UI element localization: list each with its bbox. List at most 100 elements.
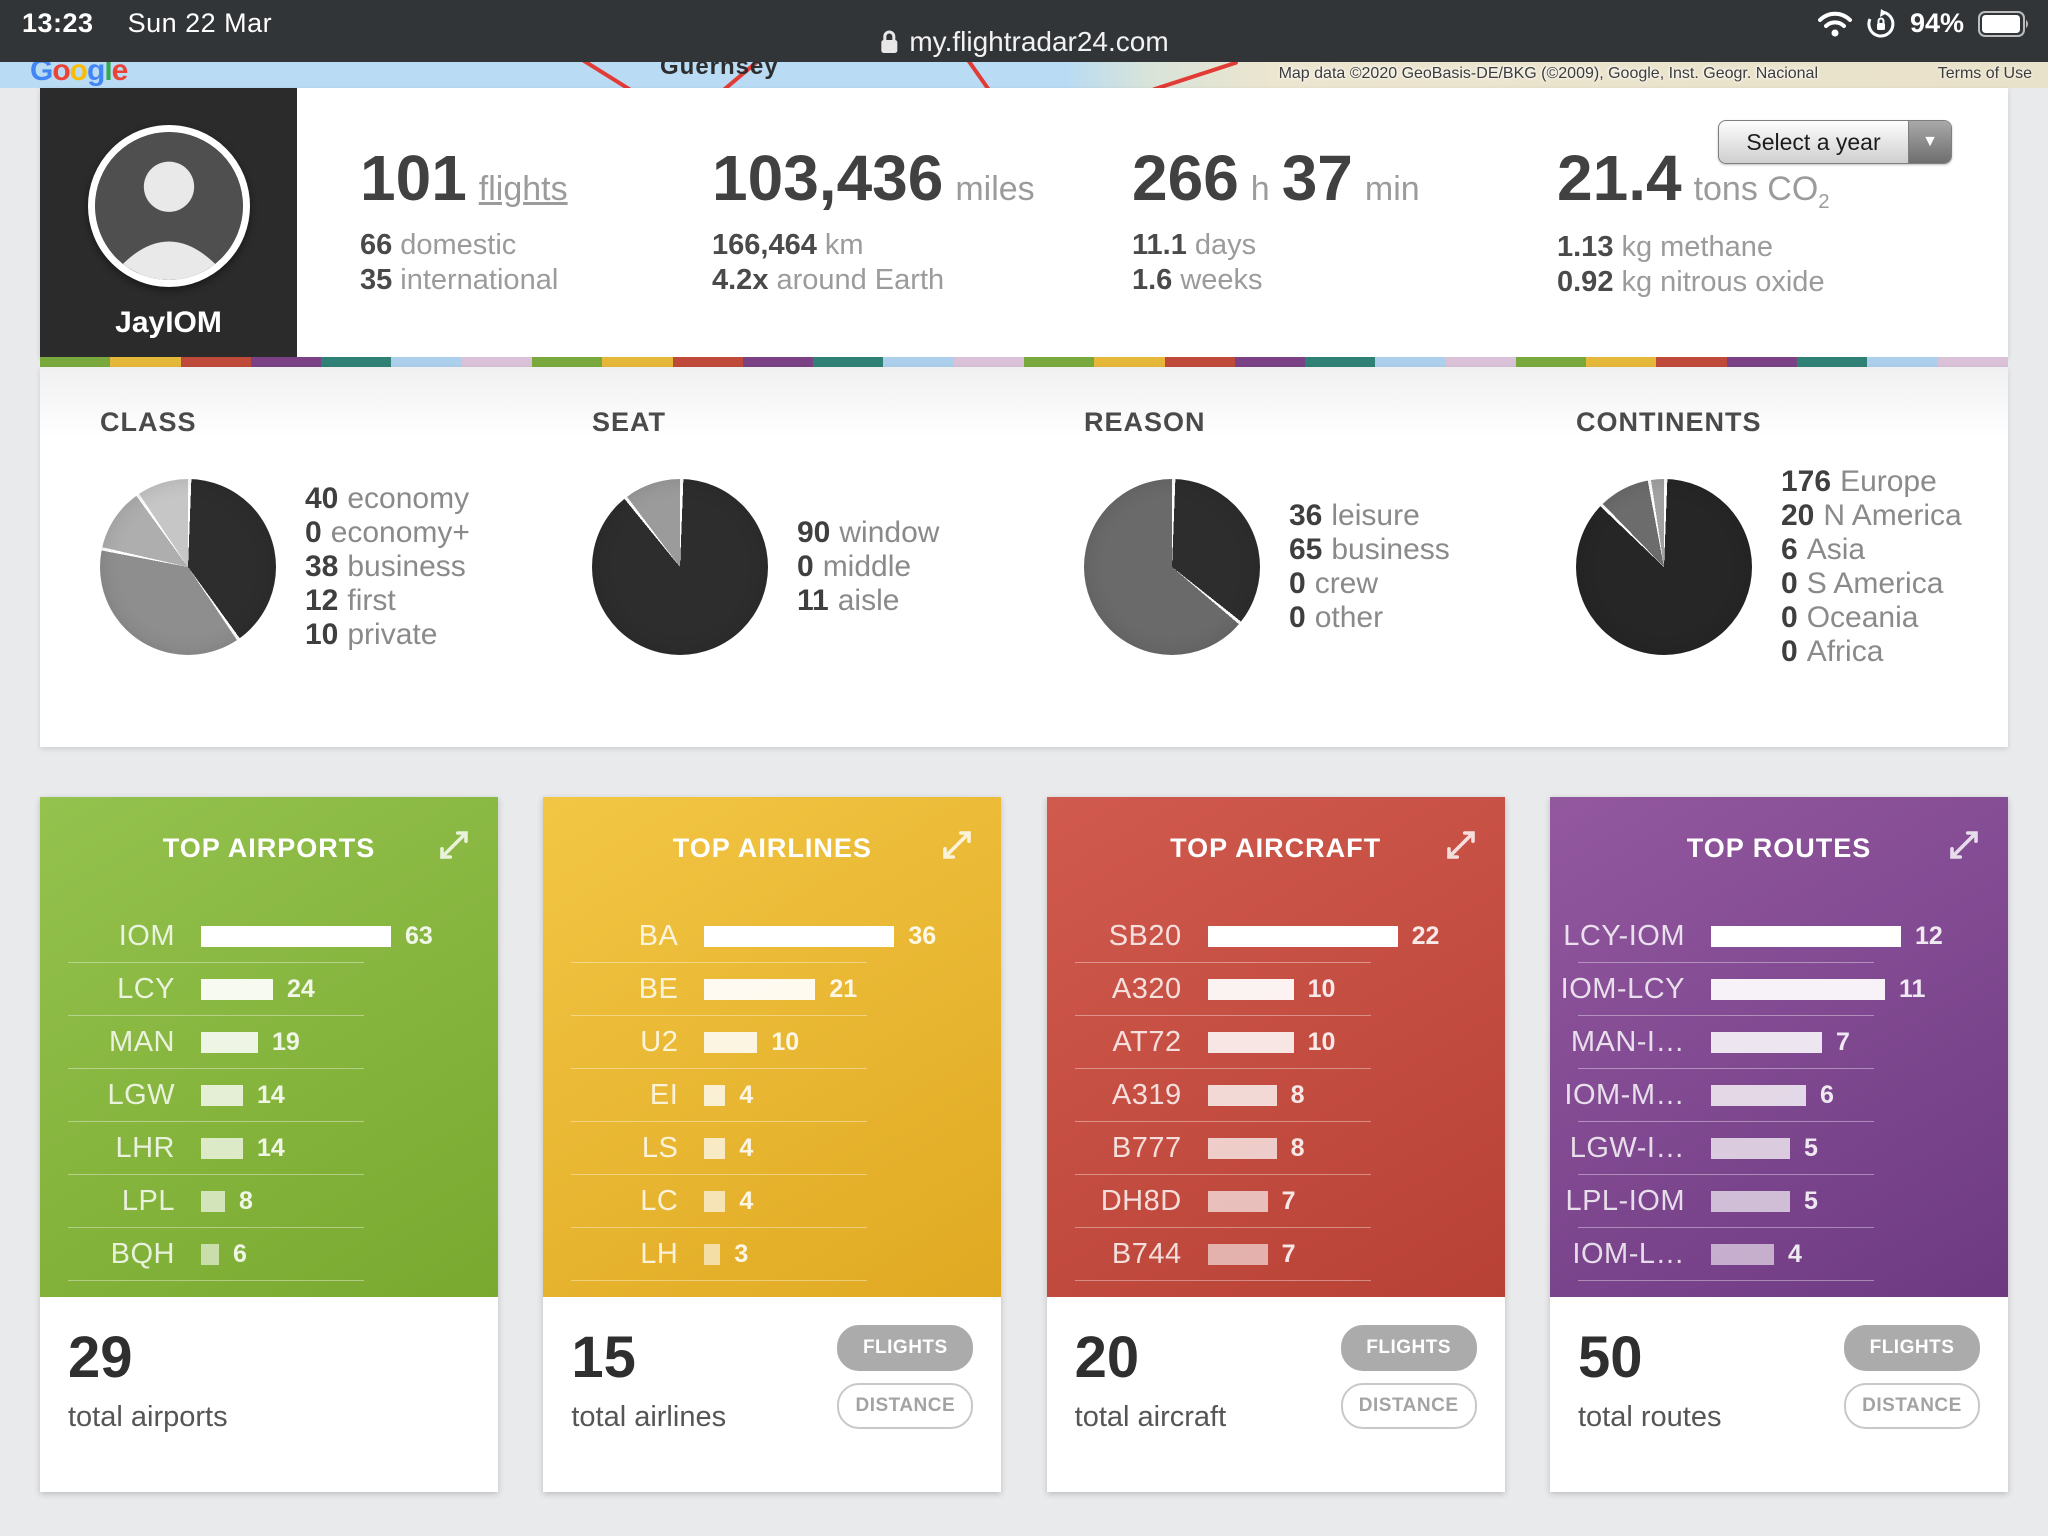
expand-icon[interactable] <box>1946 827 1982 863</box>
pie-chart <box>1576 479 1752 655</box>
stripe-segment <box>1094 357 1165 367</box>
distance-button[interactable]: DISTANCE <box>1340 1383 1477 1429</box>
pie-section-continents: CONTINENTS 176 Europe 20 N America 6 Asia 0 S Am… <box>1516 367 2008 747</box>
row-divider <box>68 1068 364 1069</box>
bar-row: MAN-I… 7 <box>1550 1016 2008 1069</box>
bar-label: LCY <box>117 973 175 1005</box>
bar <box>704 1085 726 1106</box>
bar-row: SB20 22 <box>1047 910 1505 963</box>
flight-route-line <box>548 62 662 88</box>
status-left: 13:23 Sun 22 Mar <box>22 8 272 39</box>
expand-icon[interactable] <box>1443 827 1479 863</box>
bar-row: BA 36 <box>543 910 1001 963</box>
bar-label: B777 <box>1111 1132 1182 1164</box>
stripe-segment <box>1867 357 1938 367</box>
stripe-segment <box>1656 357 1727 367</box>
pie-legend-item: 38 business <box>305 550 466 583</box>
bar-label: IOM <box>118 920 175 952</box>
stat-sublines: 11.1 days 1.6 weeks <box>1132 229 1263 296</box>
row-divider <box>1074 1068 1371 1069</box>
bar-value: 7 <box>1281 1187 1296 1215</box>
url-bar[interactable]: my.flightradar24.com <box>879 26 1169 58</box>
flights-link[interactable]: flights <box>478 170 568 208</box>
distance-button[interactable]: DISTANCE <box>837 1383 974 1429</box>
pie-legend: 40 economy 0 economy+ 38 business 12 first 10 pri… <box>305 482 470 652</box>
row-divider <box>1577 1015 1874 1016</box>
bar <box>201 1191 225 1212</box>
pie-legend-item: 20 N America <box>1781 499 1962 532</box>
pie-title: REASON <box>1084 407 1206 437</box>
bar <box>1710 979 1885 1000</box>
year-select-label: Select a year <box>1746 128 1881 155</box>
row-divider <box>68 1280 364 1281</box>
bar-row: LGW 14 <box>40 1069 498 1122</box>
flight-route-line <box>1151 62 1239 88</box>
stat-sublines: 1.13 kg methane 0.92 kg nitrous oxide <box>1557 231 1825 299</box>
bar-label: MAN <box>109 1026 175 1058</box>
stripe-segment <box>672 357 743 367</box>
stripe-segment <box>602 357 673 367</box>
bar-value: 11 <box>1898 975 1926 1003</box>
year-select[interactable]: Select a year ▼ <box>1718 120 1952 164</box>
flights-button[interactable]: FLIGHTS <box>1843 1325 1980 1371</box>
bar <box>704 1032 758 1053</box>
bar-value: 5 <box>1803 1134 1818 1162</box>
map-attribution: Map data ©2020 GeoBasis-DE/BKG (©2009), … <box>1278 65 1818 82</box>
bar-label: MAN-I… <box>1570 1026 1685 1058</box>
expand-icon[interactable] <box>436 827 472 863</box>
stat-segment: 21.4 <box>1557 142 1682 214</box>
bar <box>201 1032 258 1053</box>
stripe-segment <box>883 357 954 367</box>
stat-segment: 37 <box>1281 142 1353 214</box>
bar-label: LS <box>641 1132 679 1164</box>
bar-value: 7 <box>1835 1028 1850 1056</box>
pie-legend: 90 window 0 middle 11 aisle <box>797 516 939 618</box>
bar-value: 24 <box>287 975 315 1003</box>
pie-legend-item: 0 Oceania <box>1781 601 1919 634</box>
bar <box>1710 1032 1822 1053</box>
bar-label: DH8D <box>1100 1185 1182 1217</box>
stat-segment: miles <box>955 170 1035 208</box>
bar-value: 4 <box>1787 1240 1802 1268</box>
flights-button[interactable]: FLIGHTS <box>837 1325 974 1371</box>
bar <box>1207 1138 1277 1159</box>
flights-button[interactable]: FLIGHTS <box>1340 1325 1477 1371</box>
person-icon <box>94 132 243 280</box>
bar-value: 10 <box>771 1028 800 1056</box>
card-title: TOP ROUTES <box>1686 833 1872 863</box>
stat-segment: 101 <box>360 142 467 214</box>
stripe-segment <box>1445 357 1516 367</box>
stat-value: 21.4 tons CO2 <box>1557 146 1987 212</box>
bar-list: IOM 63 LCY 24 MAN 19 LGW 14 LHR 14 LPL 8 BQH 6 <box>40 910 498 1281</box>
breakdown-card: CLASS 40 economy 0 economy+ 38 business 12 first… <box>40 367 2008 747</box>
stripe-segment <box>1305 357 1376 367</box>
bar-value: 4 <box>739 1187 754 1215</box>
row-divider <box>1577 1280 1874 1281</box>
summary-stats: 101 flights 66 domestic 35 international 103,4… <box>297 88 1987 357</box>
bar-label: IOM-M… <box>1564 1079 1685 1111</box>
bar-value: 8 <box>239 1187 253 1215</box>
row-divider <box>1577 962 1874 963</box>
bar-row: MAN 19 <box>40 1016 498 1069</box>
row-divider <box>1074 1280 1371 1281</box>
bar <box>1207 1032 1294 1053</box>
bar-label: LCY-IOM <box>1563 920 1685 952</box>
bar-label: LPL <box>121 1185 175 1217</box>
bar-row: IOM-M… 6 <box>1550 1069 2008 1122</box>
bar-row: IOM-LCY 11 <box>1550 963 2008 1016</box>
bar-row: EI 4 <box>543 1069 1001 1122</box>
row-divider <box>1577 1227 1874 1228</box>
row-divider <box>1577 1121 1874 1122</box>
distance-button[interactable]: DISTANCE <box>1843 1383 1980 1429</box>
profile-block[interactable]: JayIOM <box>40 88 297 357</box>
map-terms-link[interactable]: Terms of Use <box>1937 65 2032 82</box>
bar-row: LHR 14 <box>40 1122 498 1175</box>
bar <box>1207 1191 1268 1212</box>
flight-route-line <box>950 62 1000 88</box>
bar-value: 12 <box>1914 922 1943 950</box>
stripe-segment <box>391 357 462 367</box>
bar-row: B744 7 <box>1047 1228 1505 1281</box>
expand-icon[interactable] <box>939 827 975 863</box>
